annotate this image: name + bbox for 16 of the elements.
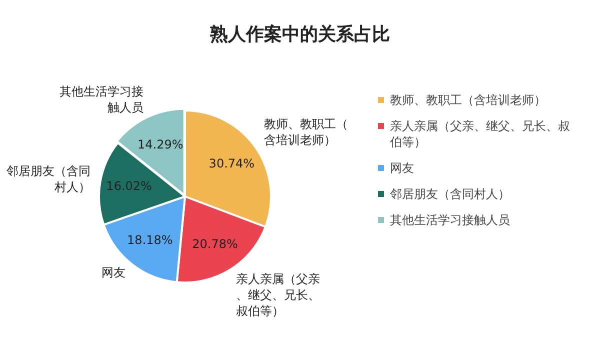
data-label: 30.74%: [208, 156, 255, 170]
legend-label: 其他生活学习接触人员: [390, 212, 510, 228]
legend-label: 网友: [390, 160, 414, 176]
legend-label: 邻居朋友（含同村人）: [390, 186, 510, 202]
slice-label: 教师、教职工（含培训老师）: [264, 116, 348, 147]
data-label: 18.18%: [127, 233, 173, 248]
slice-label: 网友: [102, 266, 126, 280]
legend-label: 教师、教职工（含培训老师）: [390, 92, 546, 108]
data-label: 20.78%: [192, 236, 238, 251]
slice-label: 邻居朋友（含同村人）: [6, 164, 90, 194]
slice-label: 亲人亲属（父亲、继父、兄长、叔伯等）: [236, 272, 320, 318]
data-label: 14.29%: [137, 137, 184, 152]
data-label: 16.02%: [106, 179, 152, 194]
chart-title: 熟人作案中的关系占比: [208, 23, 391, 46]
slice-label: 其他生活学习接触人员: [59, 84, 144, 114]
legend-label: 亲人亲属（父亲、继父、兄长、叔伯等）: [390, 118, 571, 150]
